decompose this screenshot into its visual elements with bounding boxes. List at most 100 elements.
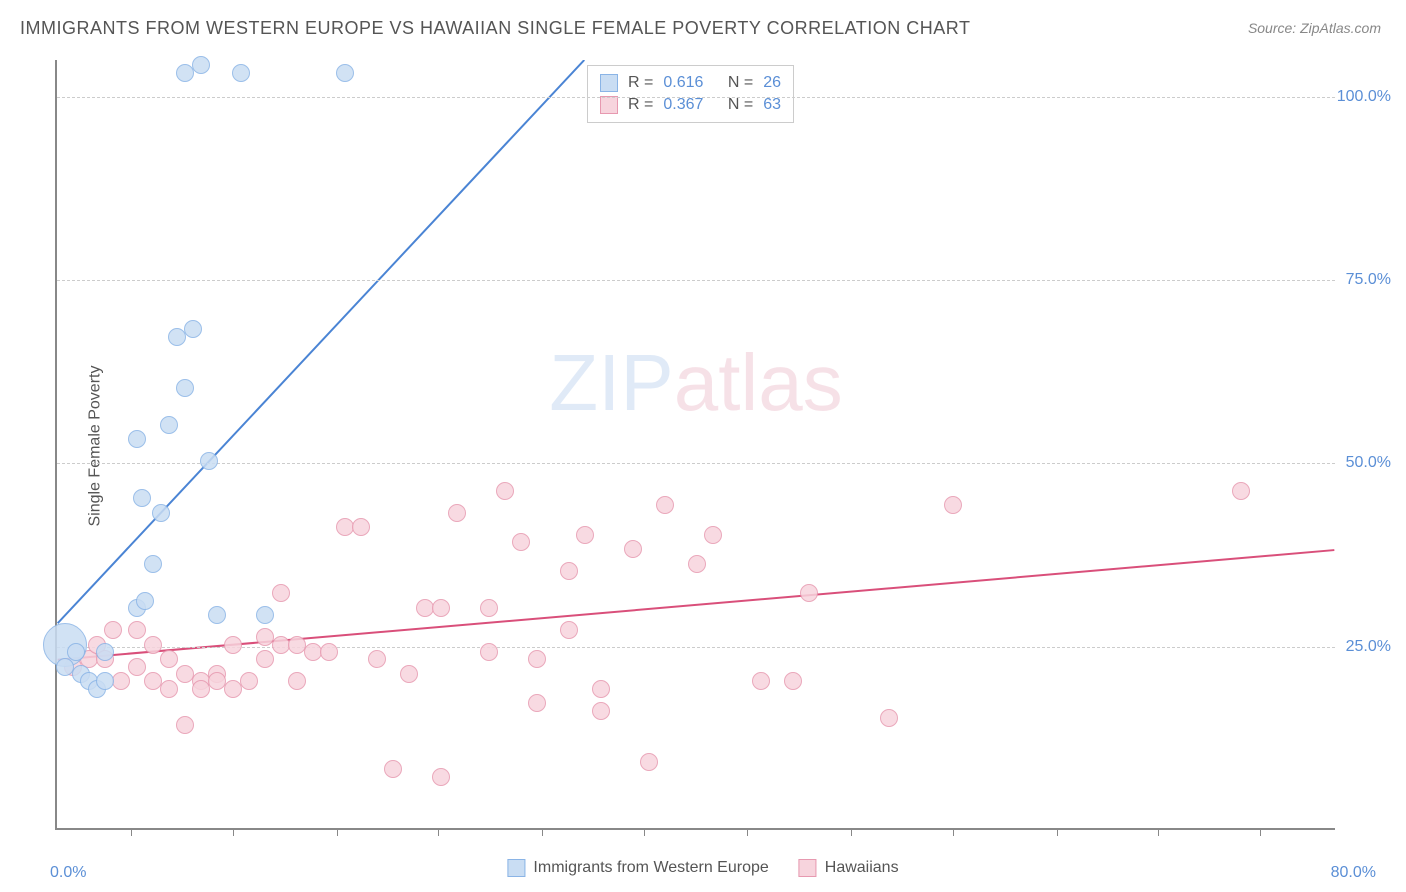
corr-n-value-1: 63 [763, 96, 781, 114]
scatter-point [184, 320, 202, 338]
corr-swatch-1 [600, 96, 618, 114]
scatter-point [144, 555, 162, 573]
x-tick-mark [953, 828, 954, 836]
scatter-point [704, 526, 722, 544]
scatter-point [560, 562, 578, 580]
scatter-point [104, 621, 122, 639]
scatter-point [136, 592, 154, 610]
scatter-point [1232, 482, 1250, 500]
scatter-point [96, 672, 114, 690]
scatter-point [288, 672, 306, 690]
scatter-point [128, 621, 146, 639]
scatter-point [224, 636, 242, 654]
scatter-point [384, 760, 402, 778]
y-tick-label: 100.0% [1337, 88, 1391, 106]
plot-area: ZIPatlas R = 0.616 N = 26 R = 0.367 N = … [55, 60, 1335, 830]
x-tick-mark [747, 828, 748, 836]
scatter-point [944, 496, 962, 514]
scatter-point [200, 452, 218, 470]
y-tick-label: 25.0% [1346, 638, 1391, 656]
y-tick-label: 50.0% [1346, 454, 1391, 472]
x-tick-mark [1260, 828, 1261, 836]
gridline-h [57, 647, 1335, 648]
scatter-point [640, 753, 658, 771]
scatter-point [400, 665, 418, 683]
y-tick-label: 75.0% [1346, 271, 1391, 289]
watermark: ZIPatlas [549, 337, 842, 429]
scatter-point [160, 650, 178, 668]
x-tick-mark [1158, 828, 1159, 836]
scatter-point [656, 496, 674, 514]
scatter-point [240, 672, 258, 690]
scatter-point [272, 584, 290, 602]
scatter-point [528, 694, 546, 712]
scatter-point [752, 672, 770, 690]
trend-lines [57, 60, 1335, 828]
corr-r-value-0: 0.616 [663, 74, 703, 92]
x-tick-mark [438, 828, 439, 836]
scatter-point [144, 636, 162, 654]
scatter-point [160, 416, 178, 434]
corr-r-label: R = [628, 74, 653, 92]
scatter-point [320, 643, 338, 661]
source-attribution: Source: ZipAtlas.com [1248, 20, 1381, 36]
scatter-point [480, 599, 498, 617]
scatter-point [560, 621, 578, 639]
corr-swatch-0 [600, 74, 618, 92]
x-axis-min-label: 0.0% [50, 864, 86, 882]
x-tick-mark [542, 828, 543, 836]
scatter-point [192, 56, 210, 74]
legend-swatch-0 [507, 859, 525, 877]
x-tick-mark [644, 828, 645, 836]
scatter-point [512, 533, 530, 551]
scatter-point [432, 599, 450, 617]
legend-swatch-1 [799, 859, 817, 877]
corr-r-value-1: 0.367 [663, 96, 703, 114]
scatter-point [432, 768, 450, 786]
scatter-point [592, 680, 610, 698]
scatter-point [256, 606, 274, 624]
scatter-point [784, 672, 802, 690]
scatter-point [96, 643, 114, 661]
scatter-point [152, 504, 170, 522]
correlation-legend: R = 0.616 N = 26 R = 0.367 N = 63 [587, 65, 794, 123]
gridline-h [57, 280, 1335, 281]
scatter-point [336, 64, 354, 82]
scatter-point [592, 702, 610, 720]
corr-n-label: N = [728, 96, 753, 114]
chart-container: IMMIGRANTS FROM WESTERN EUROPE VS HAWAII… [0, 0, 1406, 892]
bottom-legend: Immigrants from Western Europe Hawaiians [507, 859, 898, 877]
scatter-point [133, 489, 151, 507]
legend-label-0: Immigrants from Western Europe [533, 859, 768, 877]
scatter-point [128, 658, 146, 676]
x-tick-mark [851, 828, 852, 836]
scatter-point [232, 64, 250, 82]
x-tick-mark [233, 828, 234, 836]
legend-item-0: Immigrants from Western Europe [507, 859, 768, 877]
corr-r-label: R = [628, 96, 653, 114]
x-tick-mark [131, 828, 132, 836]
trend-line [58, 60, 585, 623]
scatter-point [208, 606, 226, 624]
corr-row-0: R = 0.616 N = 26 [600, 72, 781, 94]
scatter-point [624, 540, 642, 558]
corr-n-label: N = [728, 74, 753, 92]
x-tick-mark [337, 828, 338, 836]
scatter-point [128, 430, 146, 448]
scatter-point [688, 555, 706, 573]
scatter-point [160, 680, 178, 698]
scatter-point [176, 716, 194, 734]
x-tick-mark [1057, 828, 1058, 836]
gridline-h [57, 97, 1335, 98]
scatter-point [528, 650, 546, 668]
scatter-point [800, 584, 818, 602]
scatter-point [576, 526, 594, 544]
scatter-point [256, 650, 274, 668]
scatter-point [352, 518, 370, 536]
scatter-point [112, 672, 130, 690]
scatter-point [67, 643, 85, 661]
corr-n-value-0: 26 [763, 74, 781, 92]
scatter-point [880, 709, 898, 727]
scatter-point [496, 482, 514, 500]
legend-item-1: Hawaiians [799, 859, 899, 877]
